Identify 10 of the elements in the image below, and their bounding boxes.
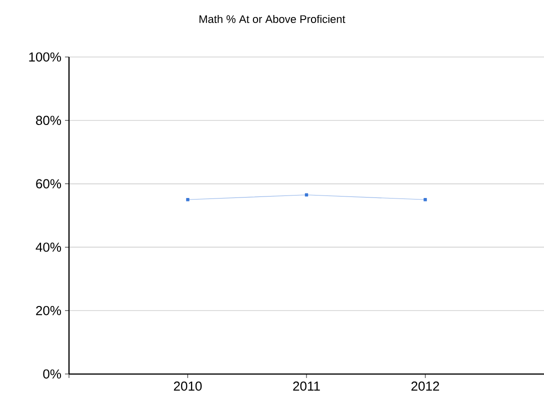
y-tick-label: 20% xyxy=(36,306,62,316)
chart-title: Math % At or Above Proficient xyxy=(200,14,346,24)
y-tick-label: 40% xyxy=(36,242,62,252)
y-tick-label: 100% xyxy=(29,52,62,62)
y-tick-label: 60% xyxy=(36,179,62,188)
y-tick-label: 80% xyxy=(36,116,62,125)
y-tick-label: 0% xyxy=(43,369,62,379)
x-tick-label: 2012 xyxy=(411,382,440,391)
x-tick-label: 2011 xyxy=(293,382,320,391)
x-tick-label: 2010 xyxy=(174,382,202,391)
